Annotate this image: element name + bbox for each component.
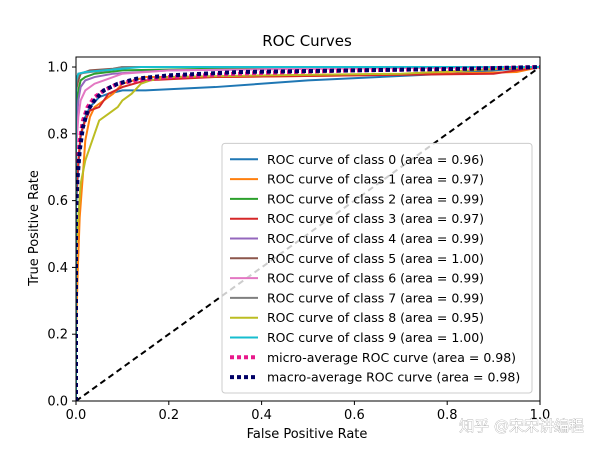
y-tick-label: 0.4 [47,261,68,276]
y-axis: 0.0 0.2 0.4 0.6 0.8 1.0 [47,61,76,410]
x-tick-label: 1.0 [530,408,551,423]
legend-label-7: ROC curve of class 7 (area = 0.99) [267,290,484,305]
y-axis-label: True Positive Rate [27,170,42,287]
legend: ROC curve of class 0 (area = 0.96) ROC cu… [221,142,533,394]
x-tick-label: 0.2 [158,408,179,423]
series-lines [76,65,540,401]
x-tick-label: 0.0 [66,408,87,423]
chart-title: ROC Curves [262,32,352,50]
x-tick-label: 0.4 [251,408,272,423]
x-axis: 0.0 0.2 0.4 0.6 0.8 1.0 [66,401,551,423]
y-tick-label: 1.0 [47,61,68,76]
y-tick-label: 0.0 [47,395,68,410]
legend-label-1: ROC curve of class 1 (area = 0.97) [267,172,484,187]
legend-label-3: ROC curve of class 3 (area = 0.97) [267,211,484,226]
legend-box [221,142,533,394]
legend-label-5: ROC curve of class 5 (area = 1.00) [267,251,484,266]
y-tick-label: 0.8 [47,127,68,142]
series-line-11 [76,65,540,401]
legend-label-11: macro-average ROC curve (area = 0.98) [267,370,520,385]
legend-label-4: ROC curve of class 4 (area = 0.99) [267,231,484,246]
series-line-6 [76,66,540,401]
x-tick-label: 0.8 [437,408,458,423]
series-line-9 [76,66,540,401]
watermark: 知乎 @宋宋讲编程 [459,417,584,435]
x-axis-label: False Positive Rate [247,427,368,442]
legend-label-0: ROC curve of class 0 (area = 0.96) [267,152,484,167]
legend-label-8: ROC curve of class 8 (area = 0.95) [267,310,484,325]
plot-area [75,56,541,402]
legend-label-6: ROC curve of class 6 (area = 0.99) [267,271,484,286]
x-tick-label: 0.6 [344,408,365,423]
legend-label-9: ROC curve of class 9 (area = 1.00) [267,330,484,345]
y-tick-label: 0.2 [47,328,68,343]
plot-frame [75,56,541,402]
legend-label-10: micro-average ROC curve (area = 0.98) [267,350,516,365]
y-tick-label: 0.6 [47,194,68,209]
legend-label-2: ROC curve of class 2 (area = 0.99) [267,191,484,206]
